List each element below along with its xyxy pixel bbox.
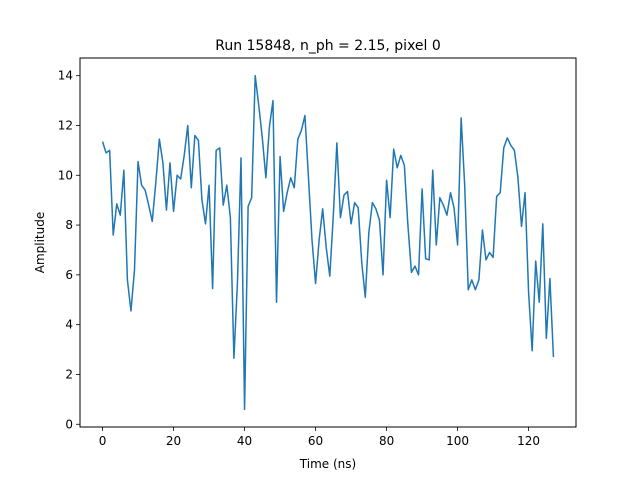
x-tick-label: 40 (237, 434, 252, 448)
x-tick-label: 20 (166, 434, 181, 448)
x-axis-label: Time (ns) (299, 457, 356, 471)
y-tick-label: 4 (65, 318, 73, 332)
y-tick-label: 2 (65, 367, 73, 381)
x-tick-label: 120 (517, 434, 540, 448)
chart-title: Run 15848, n_ph = 2.15, pixel 0 (215, 38, 441, 54)
x-tick-label: 100 (446, 434, 469, 448)
y-tick-label: 0 (65, 417, 73, 431)
y-tick-label: 12 (58, 118, 73, 132)
x-tick-label: 60 (308, 434, 323, 448)
x-tick-label: 80 (379, 434, 394, 448)
x-tick-label: 0 (99, 434, 107, 448)
y-tick-label: 14 (58, 69, 73, 83)
y-tick-label: 10 (58, 168, 73, 182)
y-tick-label: 6 (65, 268, 73, 282)
y-tick-label: 8 (65, 218, 73, 232)
y-axis-label: Amplitude (33, 212, 47, 274)
